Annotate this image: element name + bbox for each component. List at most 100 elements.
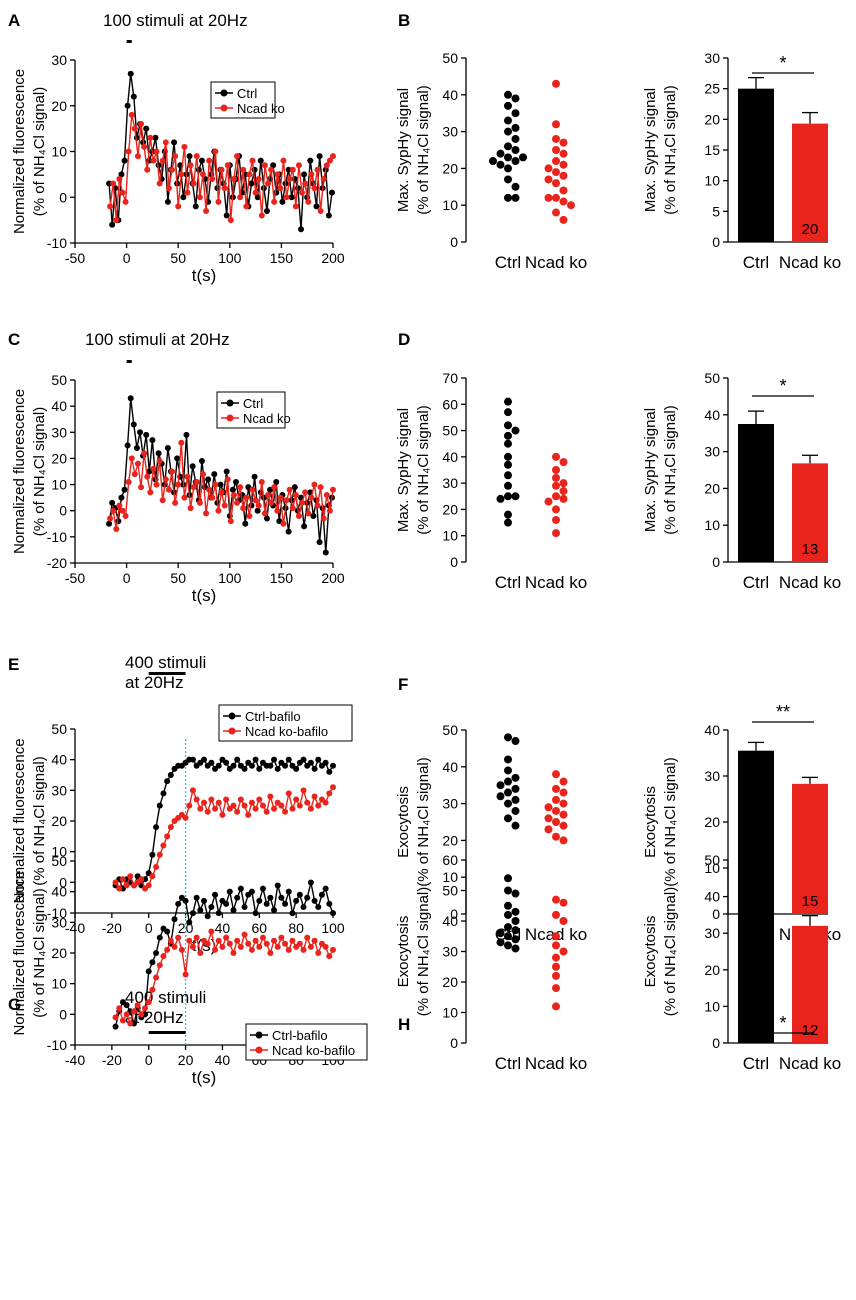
data-point-ctrl (201, 897, 207, 904)
y-axis-label-units: (% of NH₄Cl signal) (31, 888, 48, 1018)
data-point-ncad (167, 937, 174, 944)
data-point-ctrl (167, 772, 174, 778)
data-point-ctrl (504, 510, 512, 519)
data-point-ncad (172, 499, 179, 506)
data-point-ncad (240, 166, 247, 173)
y-tick-label: 30 (442, 475, 458, 491)
data-point-ctrl (511, 944, 520, 953)
category-label: Ncad ko (779, 253, 841, 272)
data-point-ctrl (254, 194, 261, 201)
data-point-ctrl (267, 894, 274, 901)
data-point-ncad (289, 166, 296, 173)
data-point-ncad (255, 502, 262, 509)
y-tick-label: 30 (51, 914, 67, 930)
y-tick-label: 0 (450, 554, 458, 570)
data-point-ctrl (274, 765, 281, 772)
y-tick-label: 40 (442, 759, 458, 775)
data-point-ctrl (296, 891, 303, 898)
data-point-ncad (308, 494, 315, 501)
data-point-ncad (212, 805, 219, 812)
data-point-ncad (330, 946, 336, 953)
data-point-ncad (559, 799, 568, 808)
y-tick-label: 50 (51, 721, 67, 737)
data-point-ctrl (307, 759, 314, 766)
data-point-ctrl (511, 123, 520, 132)
data-point-ncad (167, 824, 174, 831)
data-point-ctrl (127, 70, 134, 77)
data-point-ncad (223, 796, 230, 803)
data-point-ncad (119, 189, 126, 196)
data-point-ctrl (504, 923, 512, 932)
data-point-ncad (119, 507, 126, 514)
y-tick-label: 0 (450, 1035, 458, 1051)
data-point-ncad (219, 943, 226, 950)
data-point-ncad (130, 1008, 137, 1015)
data-point-ctrl (504, 492, 512, 501)
data-point-ncad (299, 189, 306, 196)
y-tick-label: 50 (442, 423, 458, 439)
data-point-ctrl (511, 146, 520, 154)
data-point-ncad (552, 910, 560, 919)
data-point-ctrl (504, 101, 512, 110)
data-point-ncad (147, 489, 154, 496)
data-point-ctrl (145, 968, 152, 975)
y-tick-label: 40 (704, 722, 720, 738)
data-point-ncad (552, 79, 560, 88)
data-point-ctrl (251, 166, 258, 173)
data-point-ctrl (304, 894, 311, 901)
data-point-ncad (271, 937, 278, 944)
data-point-ncad (144, 473, 151, 480)
legend-label: Ncad ko-bafilo (272, 1043, 355, 1058)
n-label: 15 (802, 893, 819, 910)
y-axis-label-units: (% of NH₄Cl signal) (31, 407, 48, 537)
panel-label-e: E (8, 655, 19, 674)
data-point-ctrl (504, 471, 512, 480)
data-point-ncad (559, 810, 568, 819)
data-point-ctrl (115, 518, 122, 525)
data-point-ncad (127, 873, 134, 880)
data-point-ncad (116, 502, 123, 509)
y-tick-label: -10 (47, 1037, 67, 1053)
data-point-ctrl (307, 157, 314, 164)
x-tick-label: 60 (251, 920, 267, 936)
data-point-ncad (278, 802, 285, 809)
data-point-ctrl (282, 900, 289, 907)
data-point-ncad (162, 139, 169, 146)
data-point-ncad (249, 157, 256, 164)
n-label: 20 (802, 221, 819, 238)
y-axis-label: Max. SypHy signal (395, 408, 412, 532)
n-label: 15 (748, 1022, 765, 1039)
data-point-ctrl (278, 894, 285, 901)
legend-label: Ncad ko-bafilo (245, 724, 328, 739)
data-point-ncad (245, 811, 252, 818)
data-point-ctrl (511, 926, 520, 935)
data-point-ncad (243, 494, 250, 501)
y-tick-label: 40 (442, 913, 458, 929)
data-point-ncad (552, 529, 560, 538)
data-point-ncad (234, 937, 241, 944)
data-point-ncad (123, 882, 130, 889)
data-point-ctrl (504, 932, 512, 941)
data-point-ncad (204, 808, 211, 815)
data-point-ncad (544, 193, 553, 202)
data-point-ncad (552, 146, 560, 154)
y-tick-label: 50 (442, 722, 458, 738)
data-point-ctrl (504, 814, 512, 823)
data-point-ncad (274, 171, 281, 178)
data-point-ctrl (226, 888, 233, 895)
data-point-ctrl (504, 941, 512, 950)
data-point-ctrl (143, 125, 150, 132)
data-point-ncad (119, 1017, 126, 1024)
data-point-ncad (116, 885, 123, 892)
data-point-ncad (283, 497, 290, 504)
data-point-ctrl (316, 153, 323, 160)
data-point-ncad (282, 808, 289, 815)
x-tick-label: 50 (170, 250, 186, 266)
legend-label: Ncad ko (243, 411, 291, 426)
data-point-ncad (189, 943, 196, 950)
data-point-ncad (311, 937, 318, 944)
data-point-ctrl (282, 762, 289, 769)
category-label: Ctrl (495, 1054, 521, 1073)
x-tick-label: 40 (215, 920, 231, 936)
data-point-ncad (252, 497, 259, 504)
